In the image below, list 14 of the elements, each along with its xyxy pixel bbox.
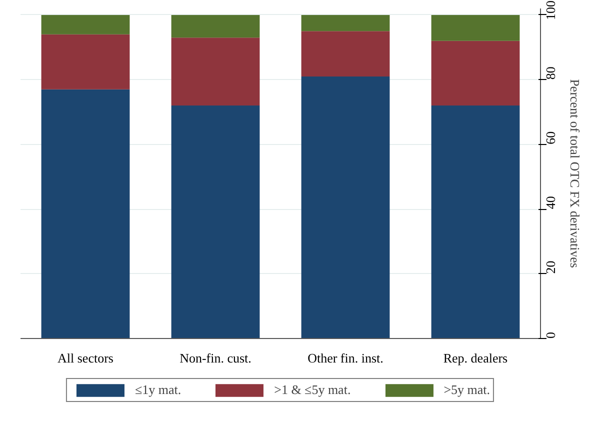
x-tick-label: Non-fin. cust.: [180, 350, 252, 366]
legend-label: >1 & ≤5y mat.: [274, 382, 351, 398]
x-tick-label: Rep. dealers: [443, 350, 508, 366]
y-axis-title: Percent of total OTC FX derivatives: [568, 79, 582, 268]
x-tick-label: All sectors: [58, 350, 114, 366]
y-tick-label: 80: [543, 66, 558, 80]
x-tick-label: Other fin. inst.: [308, 350, 384, 366]
y-tick-label: 0: [543, 332, 558, 338]
y-tick-label: 40: [543, 196, 558, 210]
y-tick-label: 100: [543, 0, 558, 20]
legend-label: >5y mat.: [444, 382, 490, 398]
y-tick-label: 60: [543, 131, 558, 144]
legend-label: ≤1y mat.: [134, 382, 182, 398]
y-tick-label: 20: [543, 260, 558, 274]
